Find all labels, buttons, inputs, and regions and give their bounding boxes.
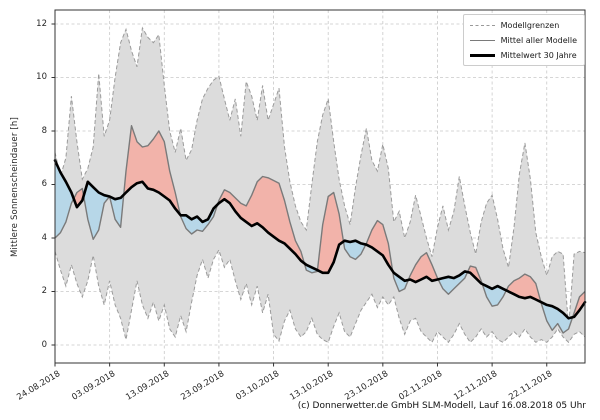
legend-item-modellgrenzen: Modellgrenzen bbox=[469, 19, 577, 31]
legend: Modellgrenzen Mittel aller Modelle Mitte… bbox=[462, 14, 585, 66]
above-fill-region bbox=[317, 192, 344, 273]
model-band-edges bbox=[54, 26, 586, 344]
below-fill-region bbox=[109, 194, 124, 228]
dashed-line-icon bbox=[469, 24, 495, 26]
legend-label: Modellgrenzen bbox=[500, 20, 560, 30]
model-band bbox=[55, 28, 585, 343]
model-mean bbox=[54, 125, 586, 334]
climate-mean bbox=[53, 159, 587, 320]
gray-line-icon bbox=[469, 39, 495, 41]
legend-item-mittel-aller-modelle: Mittel aller Modelle bbox=[469, 34, 577, 46]
legend-item-mittelwert-30-jahre: Mittelwert 30 Jahre bbox=[469, 49, 577, 61]
mean-above-climate-fill bbox=[73, 125, 585, 318]
axes bbox=[54, 9, 586, 364]
legend-label: Mittelwert 30 Jahre bbox=[500, 50, 577, 60]
below-fill-region bbox=[438, 271, 468, 295]
below-fill-region bbox=[55, 160, 74, 238]
y-tick-label: 10 bbox=[36, 72, 47, 82]
y-tick-label: 8 bbox=[41, 125, 47, 136]
climate-mean-line bbox=[53, 159, 587, 320]
legend-label: Mittel aller Modelle bbox=[500, 35, 577, 45]
y-tick-label: 6 bbox=[41, 179, 47, 189]
y-tick-label: 0 bbox=[41, 339, 47, 350]
model-max-line bbox=[54, 26, 586, 328]
tick-marks bbox=[51, 23, 548, 367]
model-min-line bbox=[54, 248, 586, 344]
black-line-icon bbox=[469, 53, 495, 57]
chart-caption: (c) Donnerwetter.de GmbH SLM-Modell, Lau… bbox=[297, 401, 586, 411]
below-fill-region bbox=[83, 181, 110, 240]
model-band bbox=[55, 28, 585, 343]
y-tick-label: 12 bbox=[36, 18, 47, 29]
y-tick-label: 4 bbox=[41, 232, 47, 243]
plot-border bbox=[54, 9, 586, 364]
below-fill-region bbox=[540, 302, 573, 333]
model-mean-line bbox=[54, 125, 586, 334]
y-tick-label: 2 bbox=[41, 286, 47, 296]
above-fill-region bbox=[408, 252, 439, 283]
above-fill-region bbox=[123, 125, 181, 215]
above-fill-region bbox=[572, 291, 585, 318]
